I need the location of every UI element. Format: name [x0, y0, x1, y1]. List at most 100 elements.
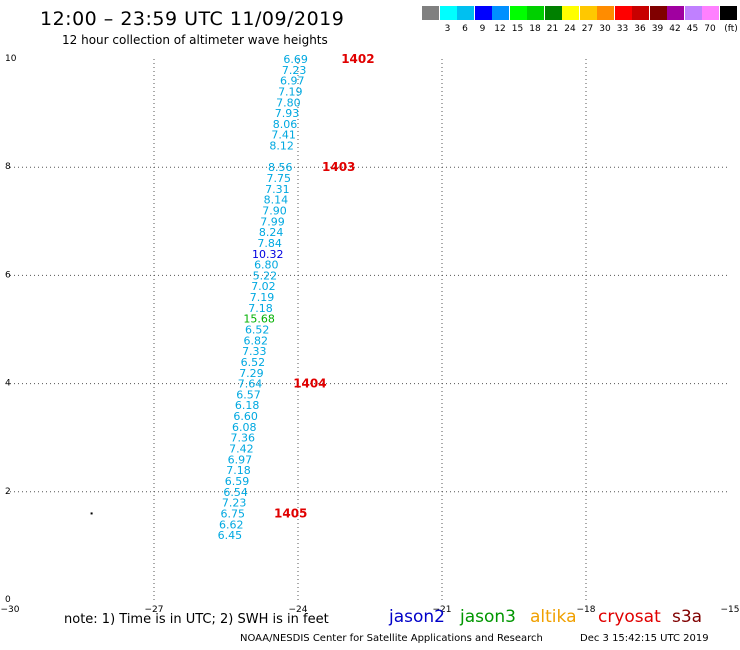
swh-value-label: 7.02 [251, 280, 276, 293]
swh-value-label: 6.62 [219, 518, 244, 531]
swh-value-label: 7.19 [250, 291, 275, 304]
legend-label: 3 [444, 24, 451, 34]
legend-swatch [632, 6, 649, 20]
legend-swatch [702, 6, 719, 20]
legend-swatch [684, 6, 702, 20]
swh-value-label: 6.69 [283, 53, 308, 66]
credit-text: NOAA/NESDIS Center for Satellite Applica… [240, 633, 543, 644]
legend-label: 42 [669, 24, 681, 34]
legend-swatch [562, 6, 579, 20]
legend-label: 24 [564, 24, 576, 34]
x-tick-label: −27 [145, 605, 164, 615]
swh-value-label: 6.60 [233, 410, 258, 423]
legend-label: 12 [494, 24, 506, 34]
legend-label: 18 [529, 24, 541, 34]
swh-value-label: 6.97 [280, 75, 305, 88]
satellite-label-s3a: s3a [672, 607, 703, 627]
swh-value-label: 6.59 [225, 475, 250, 488]
y-tick-label: 2 [5, 487, 11, 497]
y-tick-label: 6 [5, 270, 11, 280]
legend-swatch [439, 6, 457, 20]
swh-value-label: 7.19 [278, 85, 303, 98]
legend-swatch [527, 6, 544, 20]
swh-value-label: 5.22 [253, 269, 278, 282]
swh-value-label: 8.06 [273, 118, 298, 131]
legend-label: 36 [634, 24, 646, 34]
satellite-label-cryosat: cryosat [598, 607, 661, 627]
swh-value-label: 7.18 [248, 302, 273, 315]
orbit-number-label: 1404 [293, 377, 326, 391]
swh-value-label: 6.75 [220, 507, 245, 520]
swh-value-label: 6.82 [244, 334, 269, 347]
swh-value-label: 8.24 [259, 226, 284, 239]
x-tick-label: −24 [289, 605, 308, 615]
chart-title: 12:00 – 23:59 UTC 11/09/2019 [40, 8, 345, 30]
data-point-marker [90, 512, 93, 515]
orbit-number-label: 1402 [341, 52, 374, 66]
satellite-label-altika: altika [530, 607, 577, 627]
y-tick-label: 10 [5, 54, 17, 64]
legend-label: 30 [599, 24, 611, 34]
legend-label: 6 [462, 24, 468, 34]
swh-value-label: 7.42 [229, 443, 254, 456]
legend-label: 21 [546, 24, 559, 34]
swh-value-label: 7.18 [226, 464, 251, 477]
swh-value-label: 7.23 [222, 497, 247, 510]
timestamp-text: Dec 3 15:42:15 UTC 2019 [580, 633, 709, 644]
swh-value-label: 7.41 [271, 129, 296, 142]
swh-value-label: 6.80 [254, 259, 279, 272]
swh-value-label: 7.84 [257, 237, 282, 250]
swh-value-label: 6.54 [223, 486, 248, 499]
orbit-number-label: 1403 [322, 160, 355, 174]
swh-value-label: 6.97 [228, 453, 253, 466]
swh-value-label: 15.68 [243, 313, 275, 326]
legend-swatch [614, 6, 632, 20]
swh-value-label: 7.80 [276, 96, 301, 109]
legend-unit: (ft) [724, 24, 738, 34]
legend-label: 15 [511, 24, 524, 34]
swh-value-label: 8.14 [264, 194, 289, 207]
swh-value-label: 7.23 [282, 64, 307, 77]
swh-value-label: 6.52 [241, 356, 266, 369]
swh-value-label: 7.29 [239, 367, 264, 380]
swh-value-label: 6.45 [218, 529, 243, 542]
swh-value-label: 10.32 [252, 248, 284, 261]
x-tick-label: −15 [721, 605, 740, 615]
swh-value-label: 6.08 [232, 421, 257, 434]
swh-value-label: 7.31 [265, 183, 290, 196]
y-tick-label: 8 [5, 162, 11, 172]
swh-value-label: 8.12 [269, 140, 294, 153]
legend-swatch [509, 6, 527, 20]
x-tick-label: −21 [433, 605, 452, 615]
x-tick-label: −30 [1, 605, 20, 615]
swh-value-label: 7.90 [262, 204, 287, 217]
legend-label: 39 [651, 24, 664, 34]
y-tick-label: 0 [5, 595, 11, 605]
swh-value-label: 7.64 [238, 378, 263, 391]
y-tick-label: 4 [5, 379, 11, 389]
x-tick-label: −18 [577, 605, 596, 615]
satellite-label-jason2: jason2 [389, 607, 445, 627]
legend-swatch [579, 6, 597, 20]
swh-value-label: 7.33 [242, 345, 267, 358]
chart-subtitle: 12 hour collection of altimeter wave hei… [62, 33, 328, 47]
swh-value-label: 7.99 [260, 215, 285, 228]
legend-label: 33 [616, 24, 629, 34]
footer-note: note: 1) Time is in UTC; 2) SWH is in fe… [64, 612, 329, 627]
legend-label: 27 [581, 24, 594, 34]
legend-label: 45 [686, 24, 699, 34]
orbit-number-label: 1405 [274, 506, 307, 520]
legend-swatch [457, 6, 474, 20]
swh-value-label: 7.75 [267, 172, 292, 185]
swh-value-label: 7.36 [231, 432, 256, 445]
legend-label: 9 [479, 24, 486, 34]
swh-value-label: 6.18 [235, 399, 260, 412]
swh-value-label: 6.52 [245, 324, 270, 337]
legend-swatch [474, 6, 492, 20]
legend-swatch [719, 6, 737, 20]
satellite-label-jason3: jason3 [460, 607, 516, 627]
swh-value-label: 7.93 [275, 107, 300, 120]
swh-value-label: 8.56 [268, 161, 293, 174]
legend-label: 70 [704, 24, 716, 34]
